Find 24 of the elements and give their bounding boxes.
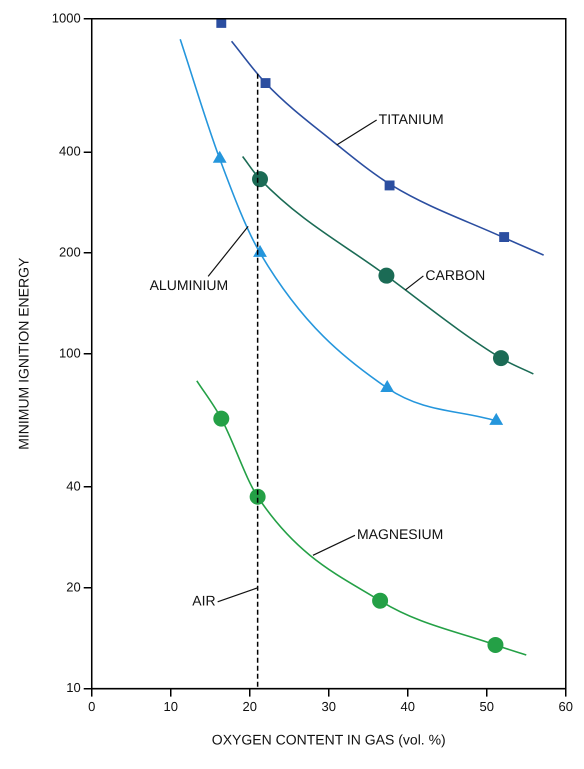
x-tick-label: 20 bbox=[242, 698, 257, 714]
y-tick-label: 40 bbox=[66, 478, 81, 494]
annotation: MAGNESIUM bbox=[356, 526, 444, 542]
annotation: CARBON bbox=[425, 266, 486, 283]
y-tick-label: 20 bbox=[66, 579, 81, 594]
x-tick-label: 10 bbox=[163, 698, 178, 714]
y-tick-label: 200 bbox=[59, 244, 81, 260]
y-tick-label: 400 bbox=[59, 144, 81, 159]
point bbox=[216, 18, 226, 28]
y-tick-label: 100 bbox=[59, 345, 81, 360]
y-axis-title: MINIMUM IGNITION ENERGY bbox=[15, 256, 32, 450]
x-axis-title: OXYGEN CONTENT IN GAS (vol. %) bbox=[212, 731, 446, 748]
line-series bbox=[230, 40, 544, 256]
annotation: AIR bbox=[192, 592, 216, 609]
x-tick-label: 40 bbox=[400, 698, 415, 714]
x-tick-label: 0 bbox=[88, 698, 96, 714]
x-tick-label: 50 bbox=[480, 698, 494, 714]
annotation: ALUMINIUM bbox=[150, 277, 228, 294]
annotation: TITANIUM bbox=[378, 110, 444, 127]
line-series bbox=[242, 156, 534, 375]
x-tick-label: 60 bbox=[558, 698, 574, 714]
y-tick-label: 1000 bbox=[52, 10, 81, 26]
y-tick-label: 10 bbox=[66, 680, 81, 696]
x-tick-label: 30 bbox=[322, 698, 336, 714]
